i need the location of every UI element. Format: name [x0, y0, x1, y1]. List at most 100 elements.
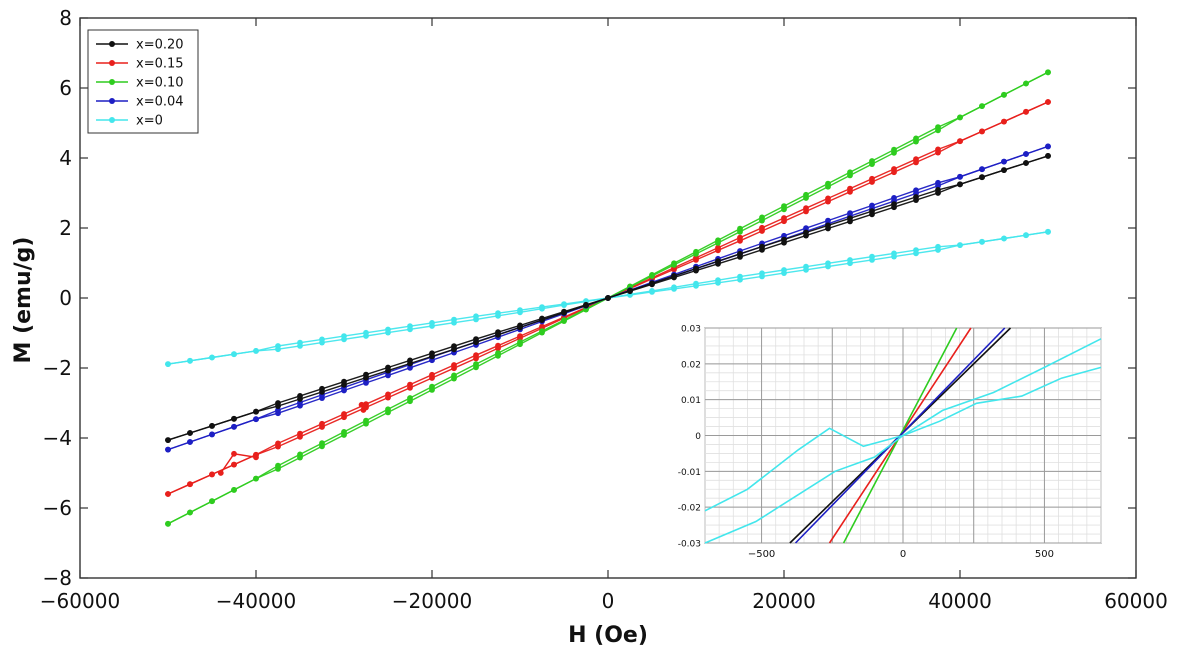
legend-swatch-marker	[109, 41, 115, 47]
data-point	[253, 408, 259, 415]
data-point	[759, 273, 765, 280]
data-point	[561, 317, 567, 323]
data-point	[891, 253, 897, 260]
data-point	[891, 204, 897, 211]
data-point	[671, 274, 677, 281]
data-point	[187, 357, 193, 364]
legend-swatch-marker	[109, 60, 115, 66]
data-point	[363, 371, 369, 378]
legend-swatch-marker	[109, 98, 115, 104]
data-point	[649, 289, 655, 295]
data-point	[539, 323, 545, 330]
data-point	[715, 240, 721, 246]
y-tick-label: −8	[43, 566, 72, 590]
data-point	[385, 364, 391, 371]
data-point	[583, 301, 589, 308]
data-point	[165, 446, 171, 453]
anomaly-point	[253, 454, 259, 461]
data-point	[319, 385, 325, 392]
data-point	[517, 307, 523, 314]
data-point	[253, 348, 259, 354]
inset-y-tick-label: 0.03	[681, 325, 701, 335]
data-point	[913, 138, 919, 145]
data-point	[737, 228, 743, 235]
data-point	[935, 190, 941, 196]
data-point	[539, 304, 545, 310]
x-tick-label: 60000	[1104, 589, 1168, 613]
data-point	[1001, 158, 1007, 165]
legend-swatch-marker	[109, 117, 115, 123]
data-point	[165, 437, 171, 443]
data-point	[737, 237, 743, 244]
data-point	[1023, 151, 1029, 157]
data-point	[1001, 91, 1007, 98]
data-point	[297, 393, 303, 399]
data-point	[451, 316, 457, 323]
data-point	[385, 391, 391, 398]
data-point	[847, 218, 853, 225]
inset-y-tick-label: -0.02	[678, 504, 701, 514]
data-point	[517, 322, 523, 329]
data-point	[407, 395, 413, 401]
data-point	[693, 267, 699, 274]
data-point	[275, 440, 281, 447]
data-point	[649, 281, 655, 288]
data-point	[803, 266, 809, 273]
data-point	[187, 430, 193, 436]
data-point	[187, 509, 193, 516]
data-point	[209, 423, 215, 429]
y-tick-label: 2	[59, 216, 72, 240]
data-point	[803, 232, 809, 239]
data-point	[781, 206, 787, 213]
legend: x=0.20 x=0.15 x=0.10 x=0.04 x=0	[87, 29, 199, 134]
data-point	[957, 242, 963, 249]
data-point	[671, 262, 677, 268]
data-point	[517, 333, 523, 339]
data-point	[561, 301, 567, 307]
data-point	[649, 273, 655, 279]
data-point	[935, 183, 941, 189]
data-point	[1045, 69, 1051, 76]
inset-x-tick-label: 0	[900, 549, 906, 560]
data-point	[803, 208, 809, 215]
legend-label: x=0.04	[136, 95, 184, 110]
data-point	[275, 462, 281, 469]
legend-label: x=0.10	[136, 76, 184, 91]
data-point	[1023, 80, 1029, 87]
data-point	[209, 354, 215, 361]
data-point	[913, 159, 919, 166]
data-point	[275, 400, 281, 406]
data-point	[913, 197, 919, 204]
data-point	[1001, 118, 1007, 125]
data-point	[869, 161, 875, 168]
inset-x-tick-label: −500	[748, 549, 775, 560]
data-point	[1023, 108, 1029, 115]
data-point	[1045, 153, 1051, 159]
anomaly-point	[358, 401, 365, 408]
data-point	[715, 247, 721, 254]
data-point	[693, 251, 699, 257]
data-point	[187, 481, 193, 488]
data-point	[165, 520, 171, 527]
x-tick-label: −60000	[40, 589, 120, 613]
x-axis-title: H (Oe)	[568, 623, 648, 648]
data-point	[253, 416, 259, 423]
data-point	[1023, 160, 1029, 166]
data-point	[825, 225, 831, 232]
data-point	[1045, 143, 1051, 150]
data-point	[341, 429, 347, 435]
data-point	[473, 352, 479, 359]
data-point	[825, 183, 831, 190]
inset-x-tick-label: 500	[1035, 549, 1054, 560]
data-point	[979, 174, 985, 181]
data-point	[825, 263, 831, 270]
inset-y-tick-label: -0.03	[678, 540, 701, 550]
data-point	[341, 411, 347, 417]
data-point	[869, 179, 875, 185]
data-point	[407, 357, 413, 364]
y-tick-label: −6	[43, 496, 72, 520]
data-point	[495, 350, 501, 356]
data-point	[627, 288, 633, 295]
inset-y-tick-label: 0.01	[681, 396, 701, 406]
